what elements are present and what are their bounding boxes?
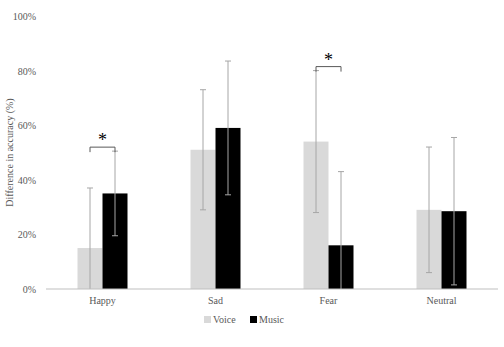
y-tick: [43, 179, 46, 180]
x-tick-label: Sad: [208, 295, 223, 306]
y-tick: [43, 70, 46, 71]
significance-label: *: [98, 130, 107, 150]
x-tick-label: Neutral: [427, 295, 457, 306]
y-tick-label: 60%: [18, 120, 36, 131]
y-tick: [43, 289, 46, 290]
error-bar: [426, 147, 432, 273]
y-tick: [43, 16, 46, 17]
y-axis-label: Difference in accuracy (%): [4, 98, 16, 206]
y-tick-label: 80%: [18, 66, 36, 77]
plot-area: [78, 61, 467, 289]
legend-label: Voice: [213, 314, 236, 325]
x-tick-label: Fear: [320, 295, 338, 306]
y-tick: [43, 234, 46, 235]
legend-swatch: [250, 316, 257, 323]
y-tick-label: 100%: [13, 11, 36, 22]
y-tick-label: 40%: [18, 175, 36, 186]
legend-swatch: [204, 316, 211, 323]
error-bar: [313, 71, 319, 213]
y-tick-label: 0%: [23, 284, 36, 295]
y-tick: [43, 125, 46, 126]
error-bar: [338, 172, 344, 289]
error-bar: [87, 188, 93, 289]
error-bar: [225, 61, 231, 195]
x-axis: [46, 289, 498, 290]
error-bar: [451, 137, 457, 284]
y-tick-label: 20%: [18, 229, 36, 240]
error-bar: [200, 90, 206, 210]
significance-label: *: [324, 50, 333, 70]
x-tick-label: Happy: [89, 295, 116, 306]
chart: 0% 20% 40% 60% 80% 100% Difference in accuracy…: [0, 0, 504, 347]
error-bar: [112, 151, 118, 236]
legend-label: Music: [259, 314, 285, 325]
